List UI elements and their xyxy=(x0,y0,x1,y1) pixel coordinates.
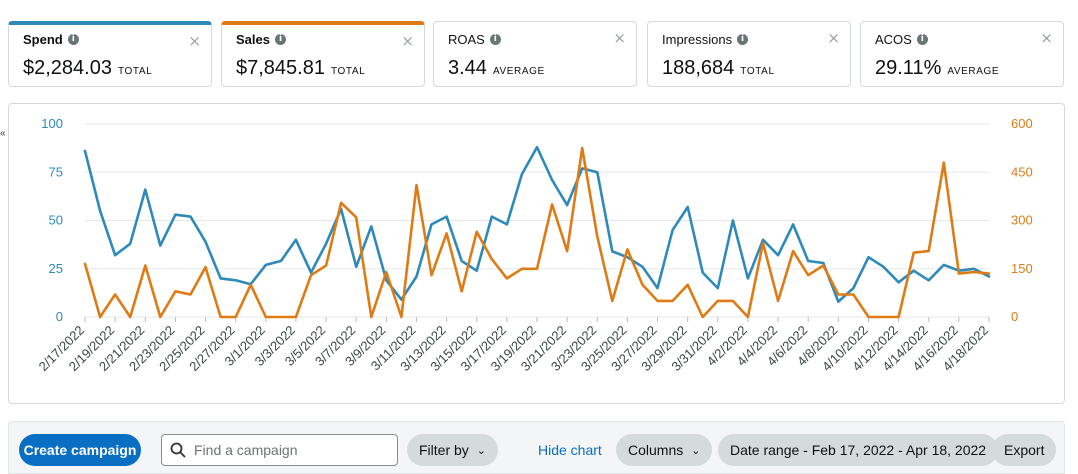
metric-card-acos[interactable]: ACOS i × 29.11% AVERAGE xyxy=(860,21,1064,87)
metric-card-spend[interactable]: Spend i × $2,284.03 TOTAL xyxy=(8,21,212,87)
metric-suffix: TOTAL xyxy=(330,66,366,77)
close-icon[interactable]: × xyxy=(401,32,414,50)
metric-title: Impressions i xyxy=(662,32,749,47)
columns-button[interactable]: Columns ⌄ xyxy=(616,434,713,466)
metric-card-impressions[interactable]: Impressions i × 188,684 TOTAL xyxy=(647,21,851,87)
metric-value: $2,284.03 TOTAL xyxy=(23,57,152,80)
metric-title-text: ACOS xyxy=(875,32,912,47)
close-icon[interactable]: × xyxy=(613,29,626,47)
metric-value-text: 29.11% xyxy=(875,57,942,79)
y-left-tick-label: 0 xyxy=(56,309,63,324)
metric-value: 29.11% AVERAGE xyxy=(875,57,999,80)
search-input[interactable]: Find a campaign xyxy=(161,434,398,466)
filter-by-label: Filter by xyxy=(419,442,469,458)
export-label: Export xyxy=(1004,442,1045,458)
chevron-down-icon: ⌄ xyxy=(476,443,487,457)
metric-suffix: TOTAL xyxy=(117,66,153,77)
metric-suffix: AVERAGE xyxy=(947,66,1000,77)
y-right-tick-label: 300 xyxy=(1011,213,1033,228)
y-left-tick-label: 25 xyxy=(49,261,63,276)
collapse-icon[interactable]: « xyxy=(0,128,6,139)
metric-title-text: Spend xyxy=(23,32,63,47)
date-range-label: Date range - Feb 17, 2022 - Apr 18, 2022 xyxy=(730,442,987,458)
metric-suffix: TOTAL xyxy=(740,66,775,77)
y-left-tick-label: 75 xyxy=(49,164,63,179)
metric-value-text: $2,284.03 xyxy=(23,57,112,79)
metric-value-text: 3.44 xyxy=(448,57,487,79)
metric-value: 188,684 TOTAL xyxy=(662,57,775,80)
y-left-tick-label: 100 xyxy=(41,116,63,131)
metric-card-roas[interactable]: ROAS i × 3.44 AVERAGE xyxy=(433,21,637,87)
metric-title: Sales i xyxy=(236,32,286,47)
campaign-toolbar: Create campaign Find a campaign Filter b… xyxy=(8,421,1065,474)
search-icon xyxy=(170,442,186,458)
info-icon[interactable]: i xyxy=(489,34,501,45)
hide-chart-link[interactable]: Hide chart xyxy=(538,442,602,458)
export-button[interactable]: Export xyxy=(992,434,1057,466)
metric-value-text: $7,845.81 xyxy=(236,57,325,79)
metric-value-text: 188,684 xyxy=(662,57,735,79)
columns-label: Columns xyxy=(628,442,684,458)
metric-title-text: ROAS xyxy=(448,32,485,47)
metric-title-text: Impressions xyxy=(662,32,733,47)
search-placeholder: Find a campaign xyxy=(194,442,298,458)
y-right-tick-label: 450 xyxy=(1011,164,1033,179)
info-icon[interactable]: i xyxy=(274,34,286,45)
metrics-row: Spend i × $2,284.03 TOTAL Sales i × $7,845.81 TOT… xyxy=(8,21,1066,87)
close-icon[interactable]: × xyxy=(1040,29,1053,47)
y-right-tick-label: 600 xyxy=(1011,116,1033,131)
metric-title-text: Sales xyxy=(236,32,270,47)
metric-title: ROAS i xyxy=(448,32,501,47)
metric-card-sales[interactable]: Sales i × $7,845.81 TOTAL xyxy=(221,21,425,87)
date-range-button[interactable]: Date range - Feb 17, 2022 - Apr 18, 2022 xyxy=(718,434,999,466)
filter-by-button[interactable]: Filter by ⌄ xyxy=(407,434,499,466)
metric-value: 3.44 AVERAGE xyxy=(448,57,545,80)
close-icon[interactable]: × xyxy=(188,32,201,50)
metric-title: ACOS i xyxy=(875,32,928,47)
create-campaign-button[interactable]: Create campaign xyxy=(19,434,141,466)
metric-value: $7,845.81 TOTAL xyxy=(236,57,365,80)
y-left-tick-label: 50 xyxy=(49,213,63,228)
info-icon[interactable]: i xyxy=(916,34,928,45)
metric-title: Spend i xyxy=(23,32,79,47)
info-icon[interactable]: i xyxy=(737,34,749,45)
performance-chart: 0 0 25 150 50 300 75 450 100 600 2/17/2022 2/19/202… xyxy=(8,103,1065,404)
info-icon[interactable]: i xyxy=(67,34,79,45)
metric-suffix: AVERAGE xyxy=(492,66,545,77)
chevron-down-icon: ⌄ xyxy=(691,443,701,457)
y-right-tick-label: 0 xyxy=(1011,309,1018,324)
y-right-tick-label: 150 xyxy=(1011,261,1033,276)
series-line-sales xyxy=(83,146,991,319)
close-icon[interactable]: × xyxy=(827,29,840,47)
